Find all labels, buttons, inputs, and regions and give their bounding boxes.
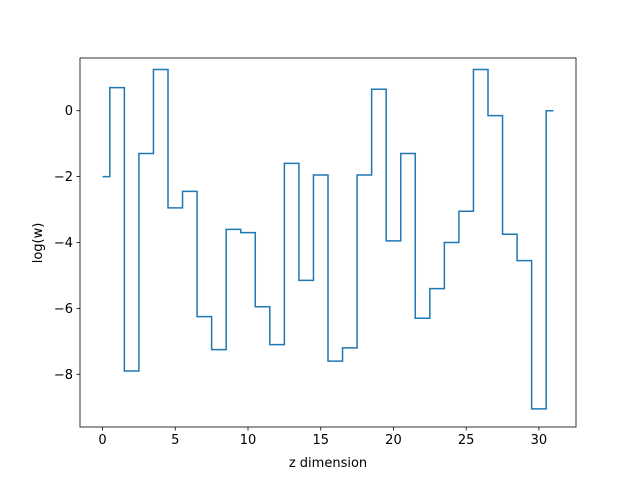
y-tick-label: −2 xyxy=(54,170,73,185)
x-tick-label: 25 xyxy=(458,433,475,448)
y-axis: 0 −2 −4 −6 −8 xyxy=(54,104,80,383)
x-tick-label: 15 xyxy=(312,433,329,448)
y-tick-label: −4 xyxy=(54,236,73,251)
y-tick-label: −8 xyxy=(54,368,73,383)
x-axis-label: z dimension xyxy=(289,456,367,471)
series-line-0 xyxy=(102,68,554,410)
y-axis-label: log(w) xyxy=(31,223,46,264)
x-tick-label: 5 xyxy=(171,433,179,448)
y-tick-label: −6 xyxy=(54,302,73,317)
x-tick-label: 0 xyxy=(98,433,106,448)
x-axis: 0 5 10 15 20 25 30 xyxy=(98,427,547,448)
x-tick-label: 20 xyxy=(385,433,402,448)
y-tick-label: 0 xyxy=(65,104,73,119)
series-layer xyxy=(102,68,554,410)
x-tick-label: 30 xyxy=(531,433,548,448)
x-tick-label: 10 xyxy=(240,433,257,448)
